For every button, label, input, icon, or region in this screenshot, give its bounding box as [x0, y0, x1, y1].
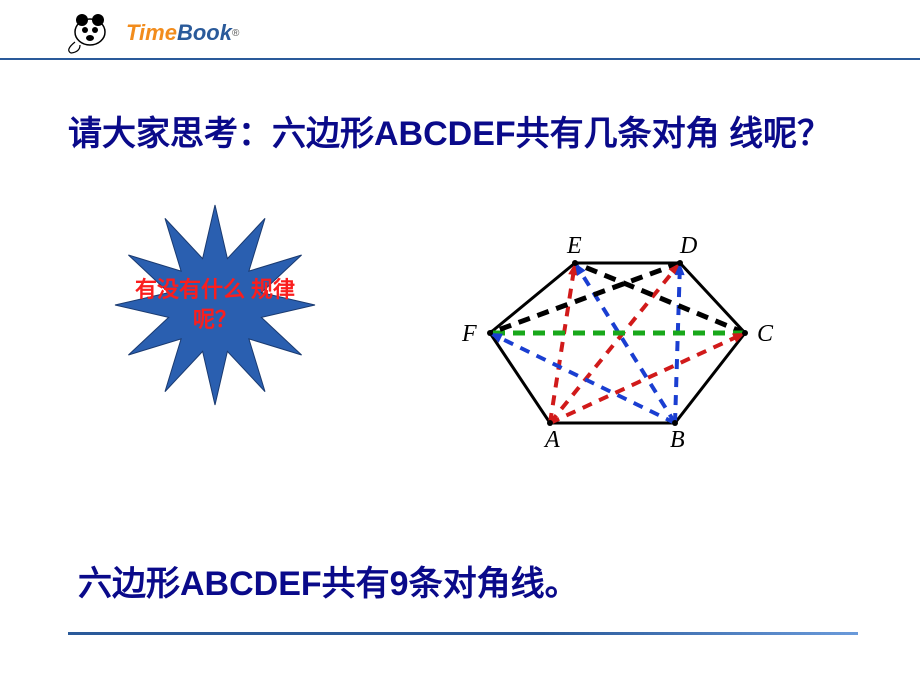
logo-book: Book — [177, 20, 232, 45]
logo-text: TimeBook — [126, 20, 232, 46]
svg-text:E: E — [566, 233, 582, 259]
registered-mark: ® — [232, 28, 239, 39]
logo: TimeBook ® — [68, 12, 239, 54]
question-text: 请大家思考：六边形ABCDEF共有几条对角 线呢？ — [68, 110, 868, 159]
answer-text: 六边形ABCDEF共有9条对角线。 — [78, 556, 579, 605]
hexagon-diagram: A B C D E F — [435, 228, 805, 468]
svg-text:F: F — [461, 321, 477, 347]
svg-text:A: A — [543, 427, 560, 453]
starburst-text: 有没有什么 规律呢？ — [125, 275, 305, 334]
header: TimeBook ® — [0, 0, 920, 60]
logo-time: Time — [126, 20, 177, 45]
footer-rule — [68, 632, 858, 635]
svg-text:C: C — [757, 321, 774, 347]
mascot-icon — [68, 12, 118, 54]
svg-text:B: B — [670, 427, 685, 453]
svg-text:D: D — [679, 233, 697, 259]
